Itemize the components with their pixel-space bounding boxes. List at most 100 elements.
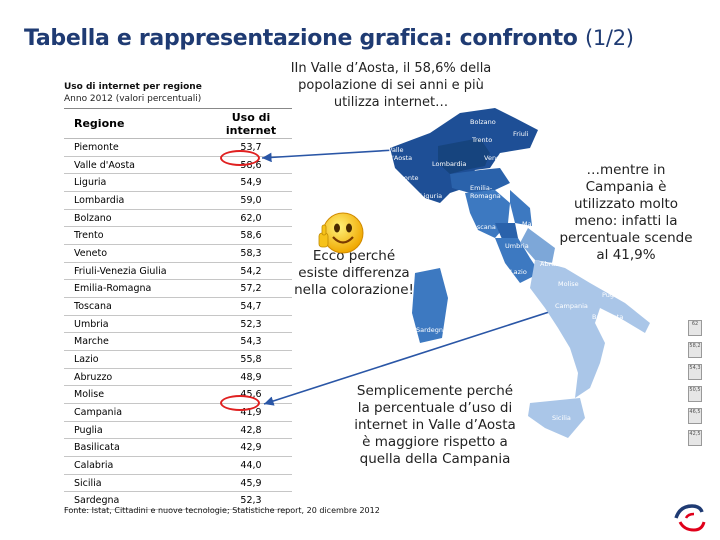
- region-cell: Friuli-Venezia Giulia: [74, 265, 167, 277]
- map-label-campania: Campania: [555, 302, 588, 310]
- map-label-trento: Trento: [472, 136, 493, 144]
- legend-swatch: 50,5: [688, 386, 702, 402]
- map-region-marche: [510, 190, 532, 226]
- map-label-liguria: Liguria: [420, 192, 443, 200]
- map-label-calabria: Calabria: [610, 352, 637, 360]
- table-row: Emilia-Romagna 57,2: [64, 280, 292, 299]
- map-label-friuli: Friuli: [513, 130, 529, 138]
- note-campania: …mentre in Campania è utilizzato molto m…: [559, 162, 693, 263]
- highlight-circle-valle: [220, 150, 260, 166]
- table-title: Uso di internet per regione: [64, 82, 202, 92]
- region-cell: Puglia: [74, 424, 103, 436]
- map-label-bolzano: Bolzano: [470, 118, 496, 126]
- value-cell: 54,7: [240, 300, 262, 312]
- note-valle-aosta: IIn Valle d’Aosta, il 58,6% della popola…: [290, 61, 492, 110]
- value-cell: 42,8: [240, 424, 262, 436]
- brand-logo-icon: [672, 500, 706, 534]
- map-region-abruzzo: [520, 228, 555, 263]
- map-label-valle: Valle d'Aosta: [388, 146, 413, 162]
- region-cell: Molise: [74, 389, 105, 401]
- highlight-circle-campania: [220, 395, 260, 411]
- map-label-marche: Marche: [522, 220, 546, 228]
- table-row: Marche 54,3: [64, 333, 292, 352]
- table-row: Puglia 42,8: [64, 422, 292, 440]
- data-table: Regione Uso di internet Piemonte 53,7 Vall…: [64, 108, 292, 511]
- map-region-emilia: [450, 168, 510, 193]
- table-header: Regione Uso di internet: [64, 109, 292, 139]
- region-cell: Bolzano: [74, 212, 112, 224]
- region-cell: Valle d'Aosta: [74, 159, 136, 171]
- region-cell: Abruzzo: [74, 371, 113, 383]
- region-cell: Sardegna: [74, 495, 120, 507]
- map-label-piemonte: Piemonte: [388, 174, 419, 182]
- value-cell: 58,6: [240, 159, 262, 171]
- note-explanation: Semplicemente perché la percentuale d’us…: [354, 383, 516, 467]
- map-label-abruzzo: Abruzzo: [540, 260, 567, 268]
- table-row: Calabria 44,0: [64, 457, 292, 475]
- region-cell: Basilicata: [74, 442, 120, 454]
- map-region-sicilia: [528, 398, 585, 438]
- legend-swatch: 46,5: [688, 408, 702, 424]
- column-header-internet: Uso di internet: [225, 110, 277, 137]
- table-row: Toscana 54,7: [64, 298, 292, 316]
- value-cell: 45,9: [240, 477, 262, 489]
- map-region-south: [530, 260, 650, 398]
- table-row: Molise 45,6: [64, 386, 292, 405]
- region-cell: Veneto: [74, 247, 108, 259]
- region-cell: Liguria: [74, 177, 107, 189]
- map-region-sardegna: [412, 268, 448, 343]
- legend-swatch: 58,2: [688, 342, 702, 358]
- value-cell: 41,9: [240, 406, 262, 418]
- region-cell: Marche: [74, 336, 109, 348]
- map-legend: 62 58,2 54,3 50,5 46,5 42,5: [688, 320, 702, 452]
- table-row: Liguria 54,9: [64, 174, 292, 193]
- table-row: Valle d'Aosta 58,6: [64, 157, 292, 175]
- value-cell: 45,6: [240, 389, 262, 401]
- map-label-veneto: Veneto: [484, 154, 507, 162]
- value-cell: 54,9: [240, 177, 262, 189]
- map-label-lazio: Lazio: [510, 268, 527, 276]
- map-label-puglia: Puglia: [602, 291, 622, 299]
- thumbs-up-smiley-icon: [316, 208, 366, 258]
- value-cell: 58,6: [240, 230, 262, 242]
- map-label-emilia: Emilia-Romagna: [470, 184, 501, 200]
- region-cell: Toscana: [74, 300, 112, 312]
- value-cell: 54,3: [240, 336, 262, 348]
- region-cell: Calabria: [74, 459, 114, 471]
- value-cell: 44,0: [240, 459, 262, 471]
- table-row: Lombardia 59,0: [64, 192, 292, 210]
- region-cell: Lombardia: [74, 194, 125, 206]
- table-row: Piemonte 53,7: [64, 139, 292, 157]
- value-cell: 59,0: [240, 194, 262, 206]
- map-label-lombardia: Lombardia: [432, 160, 467, 168]
- value-cell: 52,3: [240, 318, 262, 330]
- value-cell: 53,7: [240, 141, 262, 153]
- table-row: Abruzzo 48,9: [64, 369, 292, 387]
- value-cell: 54,2: [240, 265, 262, 277]
- region-cell: Emilia-Romagna: [74, 283, 152, 295]
- table-row: Bolzano 62,0: [64, 210, 292, 228]
- region-cell: Umbria: [74, 318, 109, 330]
- page-title: Tabella e rappresentazione grafica: conf…: [24, 26, 634, 51]
- table-row: Friuli-Venezia Giulia 54,2: [64, 263, 292, 281]
- column-header-region: Regione: [74, 117, 125, 130]
- value-cell: 58,3: [240, 247, 262, 259]
- legend-swatch: 54,3: [688, 364, 702, 380]
- map-label-molise: Molise: [558, 280, 579, 288]
- table-row: Basilicata 42,9: [64, 439, 292, 458]
- map-label-sicilia: Sicilia: [552, 414, 571, 422]
- map-label-toscana: Toscana: [470, 223, 496, 231]
- table-row: Lazio 55,8: [64, 351, 292, 369]
- table-row: Trento 58,6: [64, 227, 292, 246]
- table-subtitle: Anno 2012 (valori percentuali): [64, 94, 202, 104]
- map-label-umbria: Umbria: [505, 242, 529, 250]
- table-row: Sardegna 52,3: [64, 492, 292, 511]
- value-cell: 48,9: [240, 371, 262, 383]
- value-cell: 62,0: [240, 212, 262, 224]
- table-row: Veneto 58,3: [64, 245, 292, 263]
- italy-map: Bolzano Trento Friuli Valle d'Aosta Lomb…: [380, 108, 700, 468]
- legend-swatch: 42,5: [688, 430, 702, 446]
- value-cell: 52,3: [240, 495, 262, 507]
- map-label-sardegna: Sardegna: [416, 326, 448, 334]
- table-row: Umbria 52,3: [64, 316, 292, 334]
